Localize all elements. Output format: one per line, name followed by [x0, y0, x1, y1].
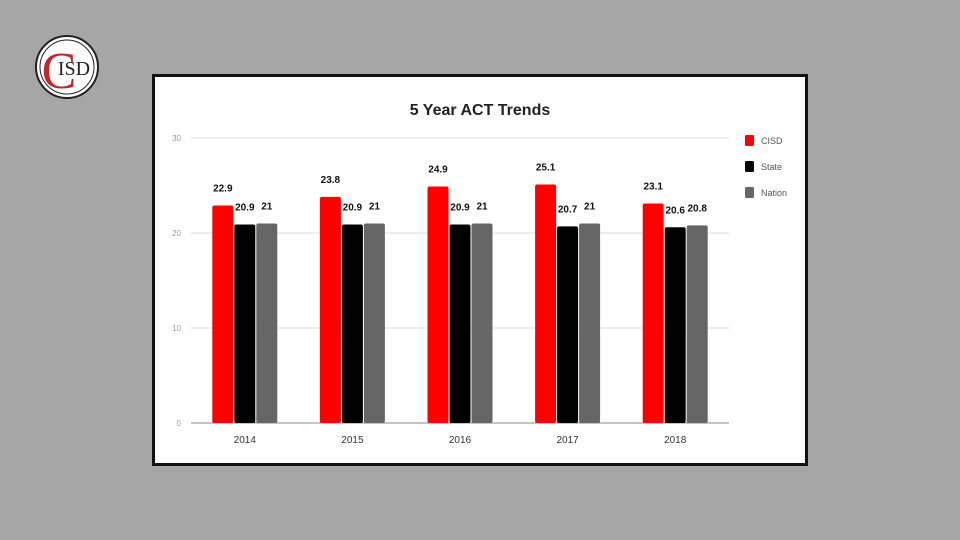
bar-nation	[363, 223, 385, 423]
x-tick-label: 2016	[449, 435, 472, 446]
bar-cisd	[642, 203, 664, 423]
bar-nation	[256, 223, 278, 423]
data-label: 20.9	[450, 202, 470, 213]
bar-cisd	[535, 184, 557, 423]
x-tick-label: 2017	[556, 435, 579, 446]
logo-text: ISD	[58, 58, 90, 80]
data-label: 22.9	[213, 183, 233, 194]
x-tick-label: 2015	[341, 435, 364, 446]
data-label: 23.8	[321, 175, 341, 186]
data-label: 21	[584, 202, 596, 213]
bar-state	[449, 224, 471, 423]
legend-swatch	[745, 161, 754, 172]
chart-title: 5 Year ACT Trends	[410, 102, 551, 119]
data-label: 20.9	[343, 202, 363, 213]
legend-label: Nation	[761, 188, 787, 198]
bar-nation	[579, 223, 601, 423]
bar-state	[557, 226, 579, 423]
data-label: 20.6	[665, 205, 685, 216]
logo-big-letter: C	[42, 43, 77, 100]
bar-state	[664, 227, 686, 423]
bar-cisd	[319, 196, 341, 423]
x-tick-label: 2018	[664, 435, 687, 446]
data-label: 20.9	[235, 202, 255, 213]
data-label: 20.7	[558, 204, 578, 215]
bar-cisd	[212, 205, 234, 423]
bar-state	[234, 224, 256, 423]
data-label: 23.1	[643, 182, 663, 193]
legend-swatch	[745, 135, 754, 146]
data-label: 20.8	[687, 203, 707, 214]
y-tick-label: 30	[172, 134, 181, 143]
legend-swatch	[745, 187, 754, 198]
x-tick-label: 2014	[234, 435, 257, 446]
bar-cisd	[427, 186, 449, 423]
bar-state	[341, 224, 363, 423]
y-tick-label: 0	[177, 419, 182, 428]
data-label: 24.9	[428, 164, 448, 175]
data-label: 21	[369, 202, 381, 213]
data-label: 21	[476, 202, 488, 213]
legend-label: CISD	[761, 136, 783, 146]
cisd-logo: C ISD	[34, 34, 100, 100]
bar-nation	[686, 225, 708, 423]
y-tick-label: 20	[172, 229, 181, 238]
bar-nation	[471, 223, 493, 423]
chart-frame: 5 Year ACT Trends 0 10 20 30 22.9 20.9 21 2014…	[152, 74, 808, 466]
y-tick-label: 10	[172, 324, 181, 333]
data-label: 21	[261, 202, 273, 213]
data-label: 25.1	[536, 163, 556, 174]
legend-label: State	[761, 162, 782, 172]
